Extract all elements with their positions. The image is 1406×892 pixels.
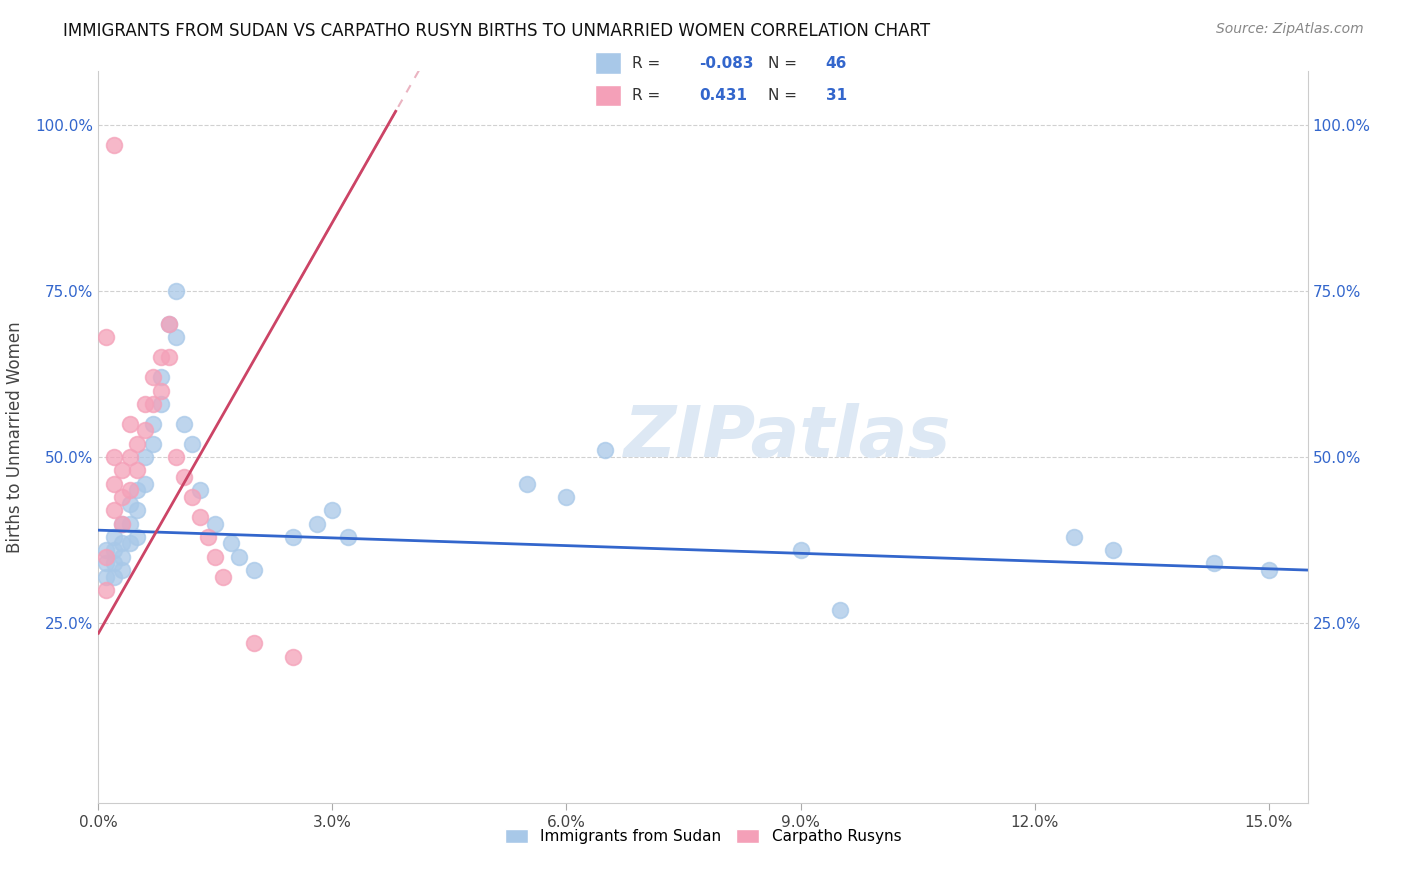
Point xyxy=(111,549,134,564)
Point xyxy=(111,463,134,477)
Text: R =: R = xyxy=(633,88,665,103)
Point xyxy=(111,490,134,504)
Point xyxy=(595,443,617,458)
Point xyxy=(96,549,118,564)
Point xyxy=(149,351,172,365)
Point xyxy=(1202,557,1225,571)
Point xyxy=(134,476,156,491)
Point xyxy=(173,417,195,431)
Point xyxy=(103,543,125,558)
Point xyxy=(1063,530,1085,544)
Point xyxy=(149,384,172,398)
Point xyxy=(283,649,305,664)
Text: R =: R = xyxy=(633,56,665,70)
Point xyxy=(228,549,250,564)
Point xyxy=(103,476,125,491)
Point xyxy=(103,137,125,152)
Point xyxy=(204,516,226,531)
Point xyxy=(789,543,811,558)
Point xyxy=(828,603,851,617)
Point xyxy=(127,503,149,517)
Point xyxy=(142,397,165,411)
Y-axis label: Births to Unmarried Women: Births to Unmarried Women xyxy=(7,321,24,553)
Point xyxy=(1257,563,1279,577)
Point xyxy=(103,570,125,584)
Point xyxy=(1101,543,1123,558)
Point xyxy=(103,557,125,571)
Point xyxy=(165,284,187,298)
Point xyxy=(134,424,156,438)
Point xyxy=(96,570,118,584)
Point xyxy=(127,483,149,498)
Point xyxy=(204,549,226,564)
Point xyxy=(103,530,125,544)
Point xyxy=(118,516,141,531)
Text: 46: 46 xyxy=(825,56,846,70)
Point xyxy=(197,530,219,544)
Point xyxy=(181,436,204,450)
Point xyxy=(118,450,141,464)
Point xyxy=(555,490,578,504)
Point xyxy=(127,463,149,477)
Bar xyxy=(595,53,621,74)
Point xyxy=(103,503,125,517)
Point xyxy=(118,536,141,550)
Text: N =: N = xyxy=(768,56,801,70)
Point xyxy=(111,516,134,531)
Text: 31: 31 xyxy=(825,88,846,103)
Point xyxy=(142,436,165,450)
Point xyxy=(149,397,172,411)
Point xyxy=(149,370,172,384)
Point xyxy=(118,497,141,511)
Point xyxy=(305,516,328,531)
Text: N =: N = xyxy=(768,88,801,103)
Text: -0.083: -0.083 xyxy=(699,56,754,70)
Point xyxy=(96,582,118,597)
Point xyxy=(103,450,125,464)
Point xyxy=(165,450,187,464)
Point xyxy=(165,330,187,344)
Point xyxy=(283,530,305,544)
Point xyxy=(157,351,180,365)
Point xyxy=(134,450,156,464)
Point xyxy=(96,330,118,344)
Point xyxy=(173,470,195,484)
Point xyxy=(157,317,180,331)
Point xyxy=(188,509,211,524)
Point xyxy=(111,516,134,531)
Point xyxy=(212,570,235,584)
Point xyxy=(219,536,242,550)
Point xyxy=(127,530,149,544)
Point xyxy=(134,397,156,411)
Point xyxy=(142,417,165,431)
Text: IMMIGRANTS FROM SUDAN VS CARPATHO RUSYN BIRTHS TO UNMARRIED WOMEN CORRELATION CH: IMMIGRANTS FROM SUDAN VS CARPATHO RUSYN … xyxy=(63,22,931,40)
Point xyxy=(96,557,118,571)
Point xyxy=(127,436,149,450)
Text: 0.431: 0.431 xyxy=(699,88,747,103)
Point xyxy=(118,483,141,498)
Point xyxy=(188,483,211,498)
Point xyxy=(118,417,141,431)
Point xyxy=(142,370,165,384)
Point xyxy=(321,503,343,517)
Point xyxy=(243,563,266,577)
Text: ZIPatlas: ZIPatlas xyxy=(624,402,952,472)
Point xyxy=(96,543,118,558)
Bar xyxy=(595,85,621,106)
Point xyxy=(516,476,538,491)
Point xyxy=(181,490,204,504)
Legend: Immigrants from Sudan, Carpatho Rusyns: Immigrants from Sudan, Carpatho Rusyns xyxy=(499,822,907,850)
Point xyxy=(243,636,266,650)
Point xyxy=(337,530,360,544)
Text: Source: ZipAtlas.com: Source: ZipAtlas.com xyxy=(1216,22,1364,37)
Point xyxy=(111,563,134,577)
Point xyxy=(157,317,180,331)
Point xyxy=(111,536,134,550)
